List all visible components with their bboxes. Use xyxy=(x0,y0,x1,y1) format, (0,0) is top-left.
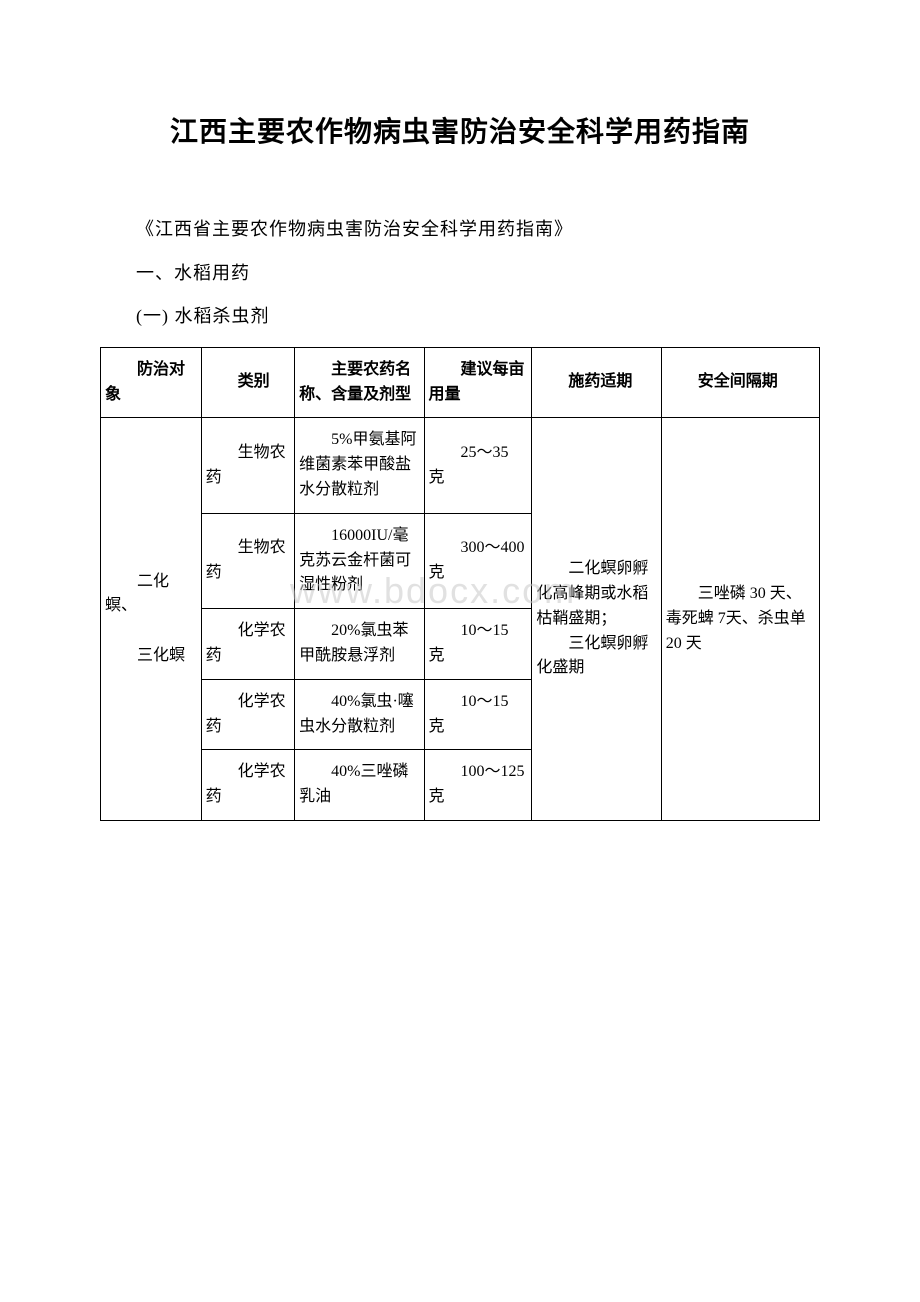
cell-dose: 10～15 克 xyxy=(424,679,532,750)
cell-name: 5%甲氨基阿维菌素苯甲酸盐水分散粒剂 xyxy=(295,418,424,513)
section-1-heading: 一、水稻用药 xyxy=(100,254,820,294)
cell-category: 生物农药 xyxy=(201,418,294,513)
cell-dose: 10～15 克 xyxy=(424,609,532,680)
cell-name: 40%氯虫·噻虫水分散粒剂 xyxy=(295,679,424,750)
th-safety: 安全间隔期 xyxy=(661,347,819,418)
cell-dose: 100～125 克 xyxy=(424,750,532,821)
cell-name: 40%三唑磷乳油 xyxy=(295,750,424,821)
intro-text: 《江西省主要农作物病虫害防治安全科学用药指南》 xyxy=(100,210,820,250)
table-row: 二化螟、 三化螟 生物农药 5%甲氨基阿维菌素苯甲酸盐水分散粒剂 25～35 克… xyxy=(101,418,820,513)
cell-category: 化学农药 xyxy=(201,679,294,750)
section-1-1-heading: (一) 水稻杀虫剂 xyxy=(100,297,820,337)
cell-category: 化学农药 xyxy=(201,750,294,821)
table-header-row: 防治对象 类别 主要农药名称、含量及剂型 建议每亩用量 施药适期 安全间隔期 xyxy=(101,347,820,418)
pesticide-table: 防治对象 类别 主要农药名称、含量及剂型 建议每亩用量 施药适期 安全间隔期 二… xyxy=(100,347,820,821)
cell-target: 二化螟、 三化螟 xyxy=(101,418,202,821)
cell-category: 生物农药 xyxy=(201,513,294,608)
cell-category: 化学农药 xyxy=(201,609,294,680)
cell-dose: 300～400 克 xyxy=(424,513,532,608)
cell-name: 16000IU/毫克苏云金杆菌可湿性粉剂 xyxy=(295,513,424,608)
cell-period: 二化螟卵孵化高峰期或水稻枯鞘盛期； 三化螟卵孵化盛期 xyxy=(532,418,661,821)
cell-name: 20%氯虫苯甲酰胺悬浮剂 xyxy=(295,609,424,680)
th-period: 施药适期 xyxy=(532,347,661,418)
th-dose: 建议每亩用量 xyxy=(424,347,532,418)
cell-dose: 25～35 克 xyxy=(424,418,532,513)
th-target: 防治对象 xyxy=(101,347,202,418)
th-name: 主要农药名称、含量及剂型 xyxy=(295,347,424,418)
th-category: 类别 xyxy=(201,347,294,418)
cell-safety: 三唑磷 30 天、毒死蜱 7天、杀虫单 20 天 xyxy=(661,418,819,821)
page-title: 江西主要农作物病虫害防治安全科学用药指南 xyxy=(100,110,820,150)
